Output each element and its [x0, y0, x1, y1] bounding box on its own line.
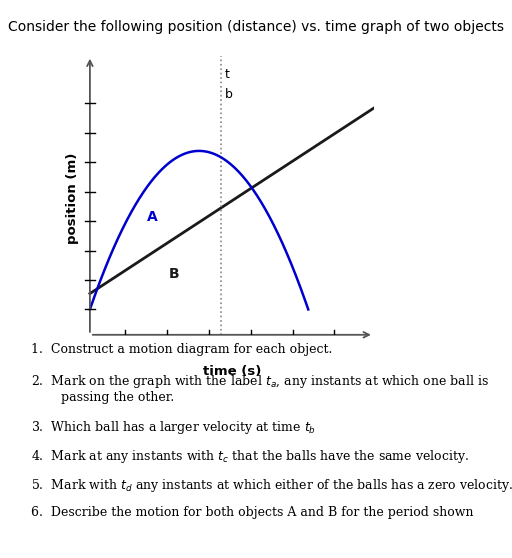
Text: time (s): time (s): [203, 365, 261, 378]
Text: 3.  Which ball has a larger velocity at time $t_b$: 3. Which ball has a larger velocity at t…: [31, 418, 316, 435]
Text: 6.  Describe the motion for both objects A and B for the period shown: 6. Describe the motion for both objects …: [31, 506, 473, 518]
Text: A: A: [146, 210, 157, 224]
Text: b: b: [224, 88, 232, 100]
Text: passing the other.: passing the other.: [61, 391, 175, 403]
Text: t: t: [224, 69, 229, 81]
Text: 5.  Mark with $t_d$ any instants at which either of the balls has a zero velocit: 5. Mark with $t_d$ any instants at which…: [31, 477, 512, 493]
Text: 1.  Construct a motion diagram for each object.: 1. Construct a motion diagram for each o…: [31, 343, 332, 356]
Text: B: B: [168, 267, 179, 281]
Text: 2.  Mark on the graph with the label $t_a$, any instants at which one ball is: 2. Mark on the graph with the label $t_a…: [31, 373, 488, 389]
Text: Consider the following position (distance) vs. time graph of two objects: Consider the following position (distanc…: [8, 20, 504, 33]
Text: 4.  Mark at any instants with $t_c$ that the balls have the same velocity.: 4. Mark at any instants with $t_c$ that …: [31, 448, 468, 464]
Text: position (m): position (m): [66, 153, 79, 244]
